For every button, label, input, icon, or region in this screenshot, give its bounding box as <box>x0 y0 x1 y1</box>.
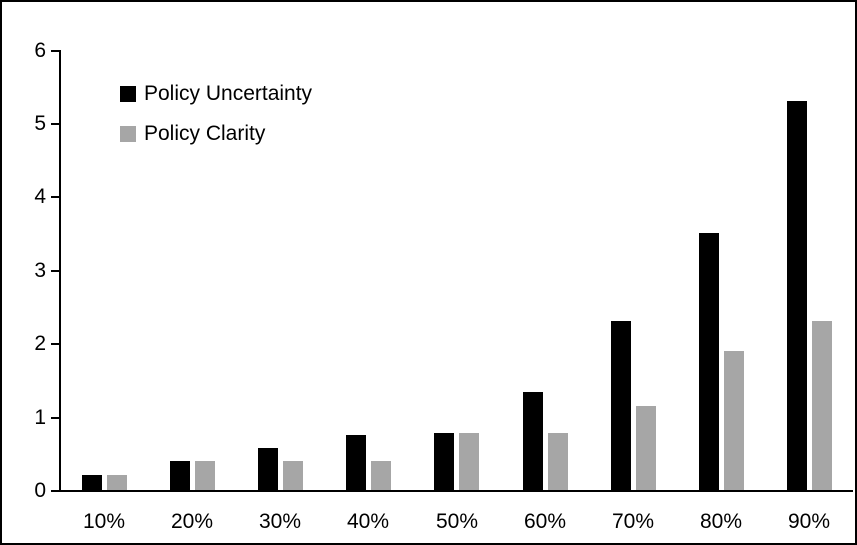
x-axis-category-label: 30% <box>258 510 302 533</box>
legend-label-policy-uncertainty: Policy Uncertainty <box>144 82 313 105</box>
bar-policy-clarity-20% <box>195 461 215 490</box>
y-axis-tick <box>51 196 59 199</box>
y-axis-tick <box>51 343 59 346</box>
bar-policy-clarity-90% <box>812 321 832 490</box>
legend-label-policy-clarity: Policy Clarity <box>144 122 266 145</box>
y-axis-tick-label: 4 <box>34 185 46 209</box>
bar-policy-uncertainty-30% <box>258 448 278 490</box>
legend-swatch-policy-clarity <box>120 126 136 142</box>
x-axis-category-label: 10% <box>82 510 126 533</box>
y-axis-tick-label: 1 <box>34 405 46 429</box>
legend-item-policy-clarity: Policy Clarity <box>120 122 312 146</box>
bar-policy-uncertainty-80% <box>699 233 719 490</box>
bar-policy-clarity-60% <box>548 433 568 490</box>
bar-policy-clarity-50% <box>459 433 479 490</box>
y-axis-tick-label: 2 <box>34 332 46 356</box>
bar-policy-uncertainty-70% <box>611 321 631 490</box>
y-axis-line <box>59 49 61 492</box>
bar-policy-clarity-40% <box>371 461 391 490</box>
x-axis-category-label: 20% <box>170 510 214 533</box>
y-axis-tick-label: 3 <box>34 258 46 282</box>
bar-policy-clarity-30% <box>283 461 303 490</box>
bar-policy-uncertainty-40% <box>346 435 366 490</box>
bar-policy-clarity-10% <box>107 475 127 490</box>
y-axis-tick-label: 0 <box>34 479 46 502</box>
chart-legend: Policy Uncertainty Policy Clarity <box>120 82 312 162</box>
y-axis-tick-label: 5 <box>34 112 46 135</box>
y-axis-tick <box>51 490 59 492</box>
bar-policy-uncertainty-50% <box>434 433 454 490</box>
legend-item-policy-uncertainty: Policy Uncertainty <box>120 82 312 106</box>
x-axis-line <box>59 490 853 492</box>
x-axis-category-label: 50% <box>435 510 479 533</box>
x-axis-category-label: 40% <box>346 510 390 533</box>
legend-swatch-policy-uncertainty <box>120 86 136 102</box>
bar-policy-uncertainty-20% <box>170 461 190 490</box>
x-axis-category-label: 80% <box>699 510 743 533</box>
y-axis-tick <box>51 49 59 52</box>
bar-policy-uncertainty-60% <box>523 392 543 490</box>
bar-policy-clarity-80% <box>724 351 744 490</box>
x-axis-category-label: 60% <box>523 510 567 533</box>
bar-policy-uncertainty-10% <box>82 475 102 490</box>
x-axis-category-label: 70% <box>611 510 655 533</box>
y-axis-tick-label: 6 <box>34 38 46 62</box>
y-axis-tick <box>51 416 59 419</box>
y-axis-tick <box>51 269 59 272</box>
y-axis-tick <box>51 123 59 125</box>
x-axis-category-label: 90% <box>787 510 831 533</box>
bar-policy-uncertainty-90% <box>787 101 807 490</box>
bar-policy-clarity-70% <box>636 406 656 490</box>
